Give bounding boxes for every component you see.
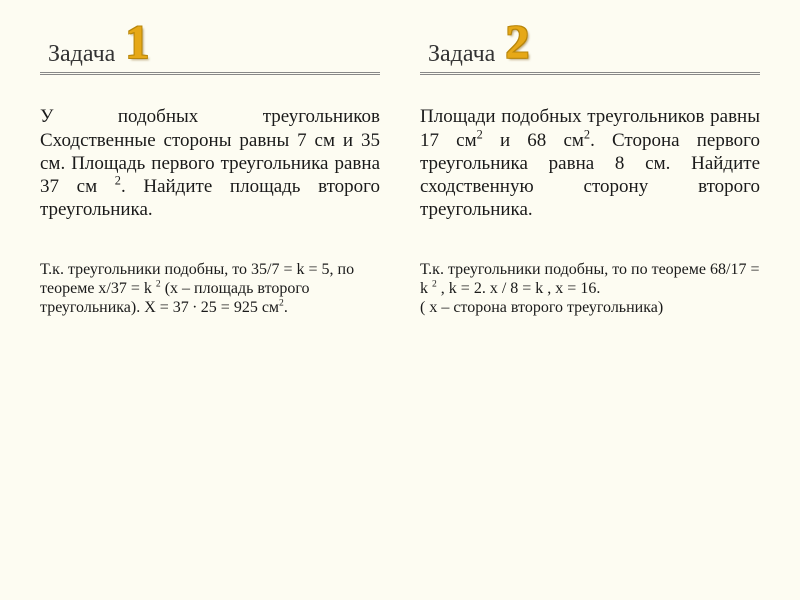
header-cell-2: Задача 2 — [400, 30, 760, 75]
header-label-2: Задача — [420, 41, 495, 68]
solution-text-1: Т.к. треугольники подобны, то 35/7 = k =… — [40, 261, 380, 318]
content-columns: У подобных треугольников Сходственные ст… — [40, 105, 760, 317]
header-title-2: Задача 2 — [420, 30, 760, 75]
headers-row: Задача 1 Задача 2 — [40, 30, 760, 75]
column-2: Площади подобных треугольников равны 17 … — [420, 105, 760, 317]
column-1: У подобных треугольников Сходственные ст… — [40, 105, 380, 317]
number-icon-2: 2 — [505, 24, 529, 62]
problem-text-1: У подобных треугольников Сходственные ст… — [40, 105, 380, 221]
problem-text-2: Площади подобных треугольников равны 17 … — [420, 105, 760, 221]
solution-text-2: Т.к. треугольники подобны, то по теореме… — [420, 261, 760, 318]
header-label-1: Задача — [40, 41, 115, 68]
header-cell-1: Задача 1 — [40, 30, 400, 75]
number-icon-1: 1 — [125, 24, 149, 62]
header-title-1: Задача 1 — [40, 30, 380, 75]
